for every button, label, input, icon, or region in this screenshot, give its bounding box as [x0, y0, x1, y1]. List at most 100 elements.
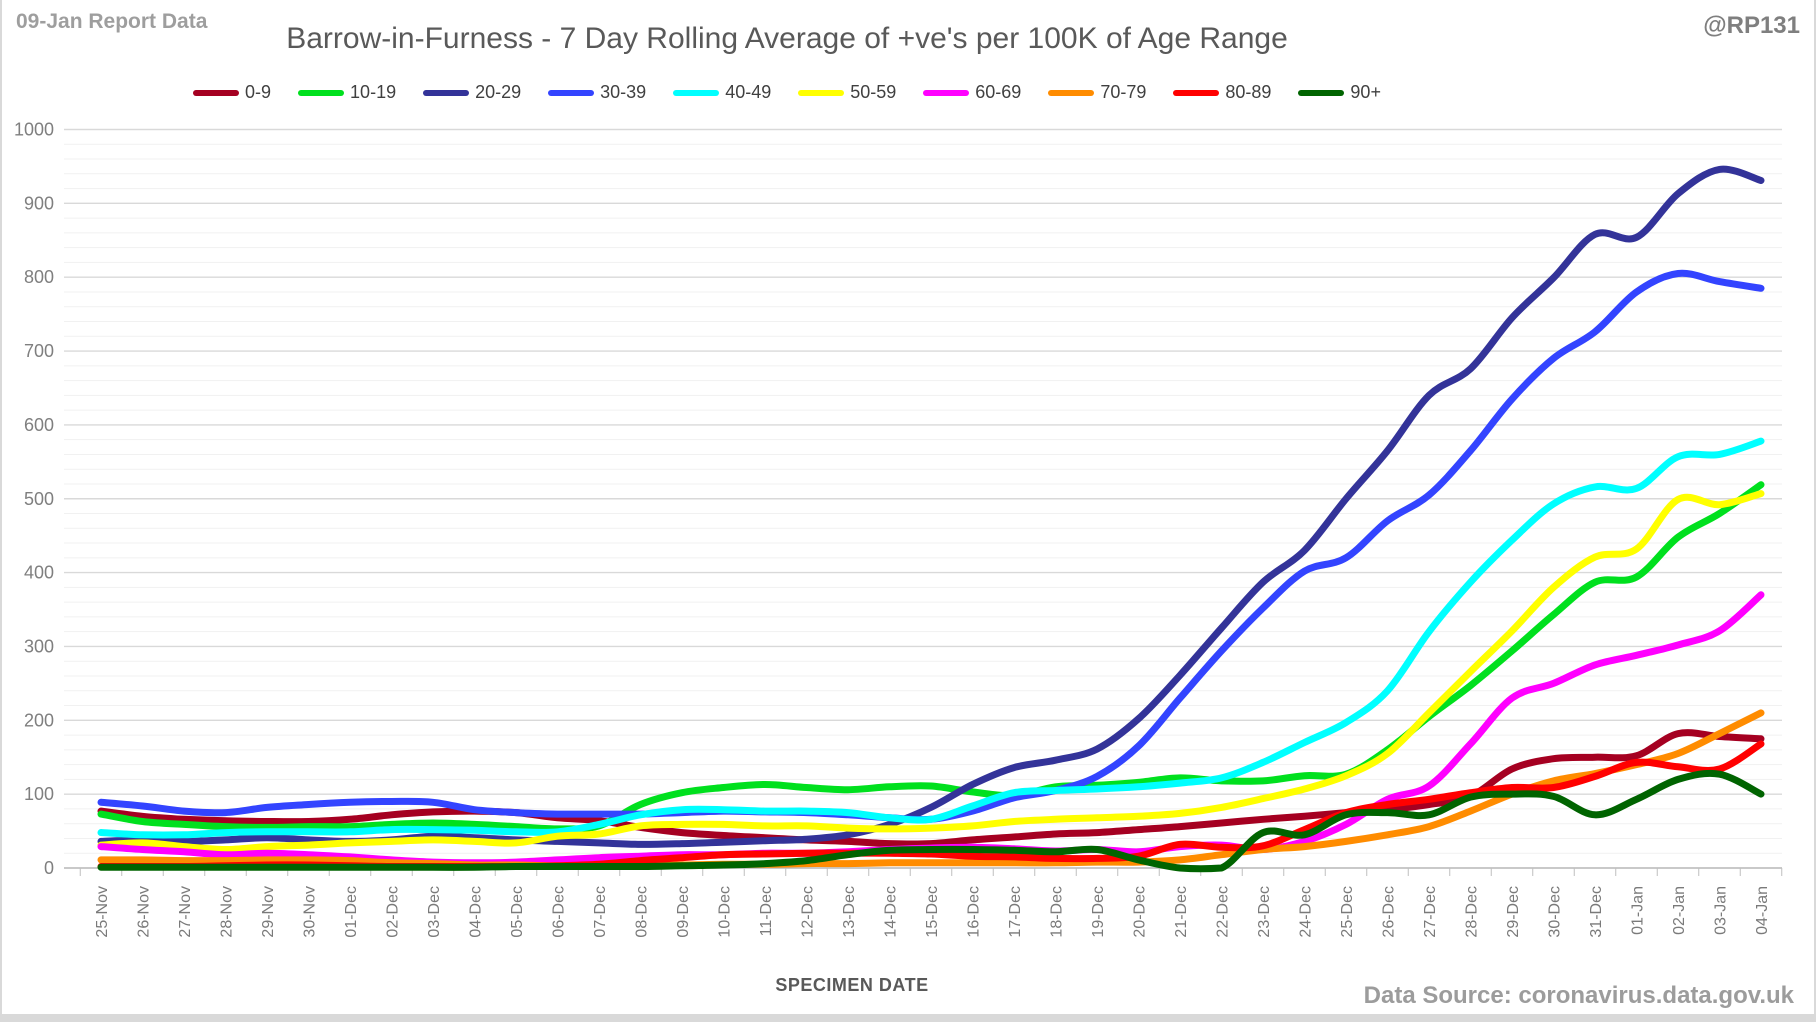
y-axis-tick-label: 600 — [24, 415, 54, 435]
x-axis-tick-label: 07-Dec — [592, 886, 609, 938]
series-line-20-29 — [97, 165, 1765, 848]
y-axis-tick-label: 300 — [24, 636, 54, 656]
legend-line-marker-icon — [193, 89, 240, 96]
chart-title: Barrow-in-Furness - 7 Day Rolling Averag… — [286, 22, 1288, 55]
legend-label: 70-79 — [1100, 82, 1147, 102]
legend-item-20-29: 20-29 — [423, 82, 521, 103]
y-axis-tick-label: 900 — [24, 193, 54, 213]
report-date-label: 09-Jan Report Data — [16, 10, 208, 33]
legend-label: 90+ — [1350, 82, 1381, 102]
legend-label: 50-59 — [850, 82, 897, 102]
x-axis-tick-label: 30-Dec — [1547, 886, 1564, 938]
legend-line-marker-icon — [298, 89, 345, 96]
series-line-50-59 — [97, 490, 1765, 853]
y-axis-tick-label: 400 — [24, 563, 54, 583]
x-axis-tick-label: 26-Nov — [136, 886, 153, 938]
x-axis-tick-label: 06-Dec — [551, 886, 568, 938]
major-gridlines — [64, 128, 1782, 869]
x-axis-tick-label: 02-Dec — [385, 886, 402, 938]
legend-item-30-39: 30-39 — [548, 82, 646, 103]
y-axis-tick-label: 700 — [24, 341, 54, 361]
legend-line-marker-icon — [798, 89, 845, 96]
legend-line-marker-icon — [1298, 89, 1345, 96]
legend-item-50-59: 50-59 — [798, 82, 896, 103]
legend-label: 40-49 — [725, 82, 772, 102]
legend-label: 30-39 — [600, 82, 647, 102]
series-line-30-39 — [97, 269, 1765, 824]
y-axis-tick-labels: 0 100 200 300 400 500 600 700 800 900 1000 — [14, 120, 54, 879]
legend-item-70-79: 70-79 — [1048, 82, 1146, 103]
x-axis-tick-label: 31-Dec — [1588, 886, 1605, 938]
x-axis-tick-label: 04-Jan — [1754, 886, 1771, 935]
legend-line-marker-icon — [548, 89, 595, 96]
legend-line-marker-icon — [1048, 89, 1095, 96]
x-axis-title: SPECIMEN DATE — [775, 975, 929, 995]
x-axis-tick-label: 30-Nov — [302, 886, 319, 938]
x-axis-tick-label: 15-Dec — [924, 886, 941, 938]
series-line-70-79 — [97, 709, 1765, 870]
x-axis-tick-label: 11-Dec — [758, 886, 775, 936]
legend-line-marker-icon — [923, 89, 970, 96]
x-axis-tick-label: 19-Dec — [1090, 886, 1107, 938]
x-axis-tick-label: 01-Dec — [343, 886, 360, 938]
x-axis-tick-labels: 25-Nov 26-Nov 27-Nov 28-Nov 29-Nov 30-Nov 01-D… — [94, 886, 1771, 938]
x-axis-tick-label: 04-Dec — [468, 886, 485, 938]
legend-item-10-19: 10-19 — [298, 82, 396, 103]
x-axis-tick-label: 16-Dec — [966, 886, 983, 938]
x-axis-tick-label: 22-Dec — [1215, 886, 1232, 938]
x-axis-tick-label: 08-Dec — [634, 886, 651, 938]
x-axis-tick-label: 03-Dec — [426, 886, 443, 938]
x-axis-tick-label: 27-Dec — [1422, 886, 1439, 938]
x-axis-tick-label: 29-Nov — [260, 886, 277, 938]
x-axis-tick-label: 10-Dec — [717, 886, 734, 938]
legend-label: 20-29 — [475, 82, 522, 102]
x-axis-tick-label: 23-Dec — [1256, 886, 1273, 938]
legend-line-marker-icon — [673, 89, 720, 96]
x-axis-tick-label: 01-Jan — [1630, 886, 1647, 935]
legend-label: 60-69 — [975, 82, 1022, 102]
y-axis-tick-label: 100 — [24, 784, 54, 804]
x-axis-tick-label: 20-Dec — [1132, 886, 1149, 938]
series-line-40-49 — [97, 437, 1765, 839]
legend-item-40-49: 40-49 — [673, 82, 771, 103]
y-axis-tick-label: 500 — [24, 489, 54, 509]
x-axis-tick-label: 25-Nov — [94, 886, 111, 938]
series-lines — [97, 165, 1765, 873]
x-axis-tick-label: 09-Dec — [675, 886, 692, 938]
x-axis-tick-label: 13-Dec — [841, 886, 858, 938]
x-axis-tick-label: 28-Nov — [219, 886, 236, 938]
legend-label: 0-9 — [245, 82, 272, 102]
x-axis-tick-label: 24-Dec — [1298, 886, 1315, 938]
legend-label: 80-89 — [1225, 82, 1272, 102]
legend-item-60-69: 60-69 — [923, 82, 1021, 103]
series-line-10-19 — [97, 481, 1765, 833]
x-axis-tick-label: 03-Jan — [1713, 886, 1730, 935]
legend-line-marker-icon — [423, 89, 470, 96]
x-axis-tick-label: 17-Dec — [1007, 886, 1024, 938]
x-axis-tick-label: 26-Dec — [1381, 886, 1398, 938]
legend-item-90+: 90+ — [1298, 82, 1381, 103]
author-handle: @RP131 — [1703, 12, 1800, 39]
y-axis-tick-label: 1000 — [14, 120, 54, 140]
chart-legend: 0-9 10-19 20-29 30-39 40-49 50-59 60-69 70-79 80… — [2, 82, 1572, 103]
data-source-credit: Data Source: coronavirus.data.gov.uk — [1363, 982, 1794, 1009]
legend-line-marker-icon — [1173, 89, 1220, 96]
legend-item-80-89: 80-89 — [1173, 82, 1271, 103]
x-axis-tick-label: 12-Dec — [800, 886, 817, 938]
x-axis-tick-label: 25-Dec — [1339, 886, 1356, 938]
x-axis-tick-label: 14-Dec — [883, 886, 900, 938]
x-axis-tick-label: 27-Nov — [177, 886, 194, 938]
y-axis-tick-label: 800 — [24, 267, 54, 287]
y-axis-tick-label: 200 — [24, 710, 54, 730]
y-axis-tick-label: 0 — [44, 858, 54, 878]
x-axis-tick-label: 05-Dec — [509, 886, 526, 938]
x-axis-tick-label: 29-Dec — [1505, 886, 1522, 938]
x-axis-tick-label: 28-Dec — [1464, 886, 1481, 938]
legend-item-0-9: 0-9 — [193, 82, 271, 103]
x-axis-tick-label: 21-Dec — [1173, 886, 1190, 938]
window-bottom-edge — [2, 1014, 1814, 1022]
legend-label: 10-19 — [350, 82, 397, 102]
x-axis-tick-label: 18-Dec — [1049, 886, 1066, 938]
